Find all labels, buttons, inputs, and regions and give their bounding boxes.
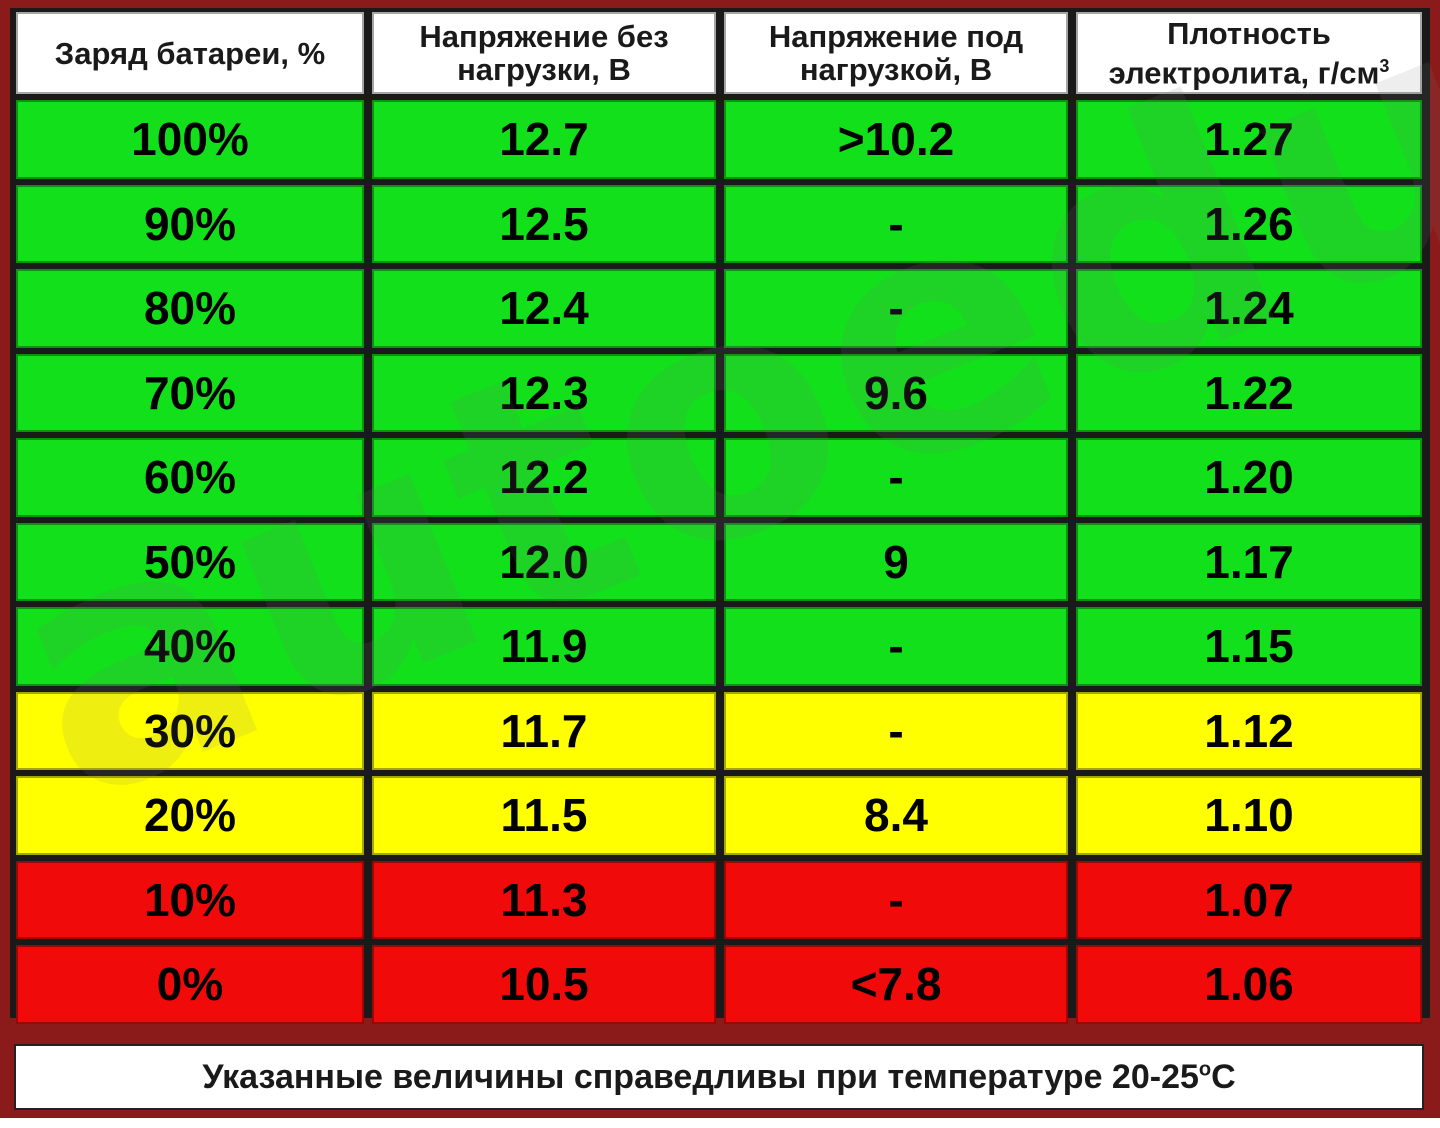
density-cell: 1.22 (1076, 353, 1422, 432)
no-load-voltage-cell: 12.3 (372, 353, 716, 432)
header-no-load-line2: нагрузки, В (457, 52, 631, 87)
bottom-strip (0, 1118, 1440, 1128)
density-cell: 1.24 (1076, 269, 1422, 348)
load-voltage-cell: - (724, 184, 1068, 263)
no-load-voltage-cell: 11.9 (372, 607, 716, 686)
no-load-voltage-cell: 11.5 (372, 776, 716, 855)
note-unit: C (1211, 1057, 1236, 1096)
charge-cell: 10% (16, 860, 364, 939)
density-cell: 1.12 (1076, 691, 1422, 770)
charge-cell: 90% (16, 184, 364, 263)
charge-cell: 80% (16, 269, 364, 348)
charge-cell: 20% (16, 776, 364, 855)
density-cell: 1.27 (1076, 100, 1422, 179)
no-load-voltage-cell: 12.5 (372, 184, 716, 263)
header-no-load-voltage: Напряжение без нагрузки, В (372, 12, 716, 94)
no-load-voltage-cell: 11.7 (372, 691, 716, 770)
density-cell: 1.07 (1076, 860, 1422, 939)
temperature-note: Указанные величины справедливы при темпе… (202, 1058, 1235, 1097)
header-density: Плотность электролита, г/см3 (1076, 12, 1422, 94)
charge-cell: 70% (16, 353, 364, 432)
density-cell: 1.20 (1076, 438, 1422, 517)
header-density-line2: электролита, г/см3 (1109, 50, 1390, 89)
load-voltage-cell: - (724, 607, 1068, 686)
density-cell: 1.17 (1076, 522, 1422, 601)
battery-table: Заряд батареи, % Напряжение без нагрузки… (10, 8, 1430, 1024)
density-cell: 1.10 (1076, 776, 1422, 855)
note-degree: o (1198, 1058, 1212, 1081)
no-load-voltage-cell: 10.5 (372, 945, 716, 1024)
load-voltage-cell: - (724, 269, 1068, 348)
load-voltage-cell: 9 (724, 522, 1068, 601)
charge-cell: 100% (16, 100, 364, 179)
no-load-voltage-cell: 12.2 (372, 438, 716, 517)
load-voltage-cell: >10.2 (724, 100, 1068, 179)
header-load-voltage: Напряжение под нагрузкой, В (724, 12, 1068, 94)
charge-cell: 60% (16, 438, 364, 517)
no-load-voltage-cell: 12.4 (372, 269, 716, 348)
load-voltage-cell: - (724, 691, 1068, 770)
density-cell: 1.15 (1076, 607, 1422, 686)
density-cell: 1.26 (1076, 184, 1422, 263)
header-charge-label: Заряд батареи, % (54, 35, 326, 71)
charge-cell: 0% (16, 945, 364, 1024)
note-text: Указанные величины справедливы при темпе… (202, 1057, 1199, 1096)
charge-cell: 50% (16, 522, 364, 601)
header-no-load-line1: Напряжение без (419, 19, 669, 54)
header-load-line1: Напряжение под (768, 19, 1024, 54)
header-load-line2: нагрузкой, В (799, 52, 993, 87)
load-voltage-cell: <7.8 (724, 945, 1068, 1024)
no-load-voltage-cell: 12.7 (372, 100, 716, 179)
header-density-line1: Плотность (1167, 15, 1331, 51)
note-box: Указанные величины справедливы при темпе… (14, 1044, 1424, 1110)
load-voltage-cell: - (724, 860, 1068, 939)
load-voltage-cell: 9.6 (724, 353, 1068, 432)
density-cell: 1.06 (1076, 945, 1422, 1024)
header-charge: Заряд батареи, % (16, 12, 364, 94)
load-voltage-cell: - (724, 438, 1068, 517)
table-grid: Заряд батареи, % Напряжение без нагрузки… (16, 12, 1424, 1024)
no-load-voltage-cell: 11.3 (372, 860, 716, 939)
no-load-voltage-cell: 12.0 (372, 522, 716, 601)
charge-cell: 40% (16, 607, 364, 686)
load-voltage-cell: 8.4 (724, 776, 1068, 855)
header-density-sup: 3 (1379, 55, 1390, 76)
header-density-unit: электролита, г/см (1108, 55, 1380, 91)
charge-cell: 30% (16, 691, 364, 770)
